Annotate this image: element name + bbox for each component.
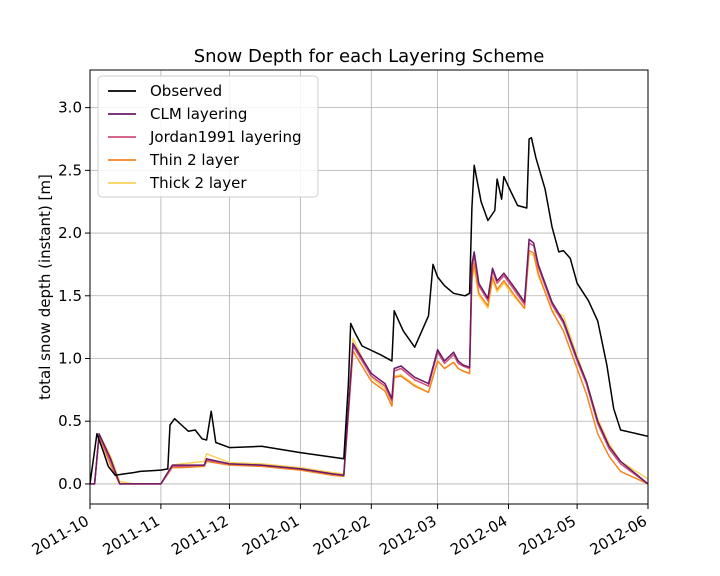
x-tick-label: 2012-01 bbox=[239, 512, 302, 559]
x-tick-label: 2012-04 bbox=[447, 512, 510, 559]
y-tick-label: 1.5 bbox=[58, 287, 82, 305]
plot-frame bbox=[89, 69, 649, 505]
series-line-clm-layering bbox=[90, 238, 649, 485]
x-tick-label: 2012-02 bbox=[310, 512, 373, 559]
x-tick-label: 2012-05 bbox=[516, 512, 579, 559]
grid bbox=[89, 70, 649, 504]
series-line-observed bbox=[89, 136, 649, 485]
series-line-jordan1991-layering bbox=[90, 242, 649, 485]
x-tick-label: 2011-10 bbox=[29, 512, 92, 559]
x-tick-label: 2011-11 bbox=[100, 512, 163, 559]
legend-label: Jordan1991 layering bbox=[149, 128, 302, 146]
legend-label: Thick 2 layer bbox=[149, 174, 247, 192]
chart-title: Snow Depth for each Layering Scheme bbox=[194, 46, 545, 67]
y-axis: 0.0 0.5 1.0 1.5 2.0 2.5 3.0 bbox=[58, 99, 90, 493]
legend-box bbox=[97, 75, 319, 198]
legend-label: Thin 2 layer bbox=[149, 151, 240, 169]
legend-label: CLM layering bbox=[150, 105, 247, 123]
y-tick-label: 3.0 bbox=[58, 99, 82, 117]
y-tick-label: 2.5 bbox=[58, 161, 82, 179]
y-tick-label: 0.5 bbox=[58, 412, 82, 430]
legend-label: Observed bbox=[150, 82, 222, 100]
series-layer bbox=[89, 136, 649, 485]
x-axis: 2011-10 2011-11 2011-12 2012-01 2012-02 2012-… bbox=[29, 504, 650, 559]
series-line-thin-2-layer bbox=[90, 249, 649, 485]
x-tick-label: 2012-03 bbox=[376, 512, 439, 559]
y-tick-label: 2.0 bbox=[58, 224, 82, 242]
x-tick-label: 2012-06 bbox=[587, 512, 650, 559]
y-axis-label: total snow depth (instant) [m] bbox=[36, 174, 54, 400]
y-tick-label: 1.0 bbox=[58, 349, 82, 367]
x-tick-label: 2011-12 bbox=[168, 512, 231, 559]
y-tick-label: 0.0 bbox=[58, 475, 82, 493]
legend: Observed CLM layering Jordan1991 layering T… bbox=[97, 75, 319, 198]
